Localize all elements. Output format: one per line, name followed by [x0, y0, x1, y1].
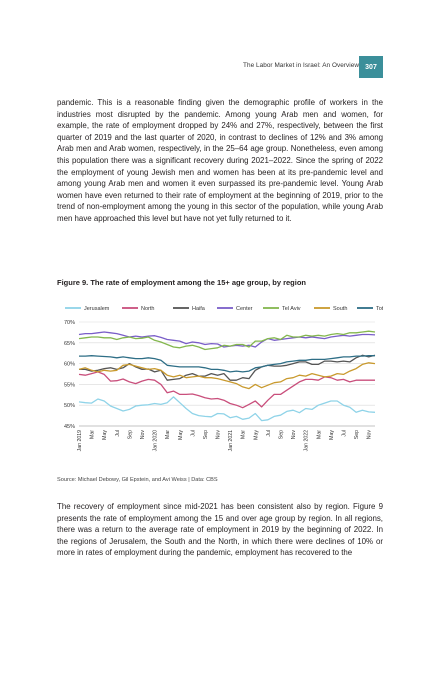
- legend-label-north: North: [141, 306, 154, 312]
- x-tick-label: Jan 2020: [153, 430, 159, 451]
- page-number: 307: [359, 56, 383, 78]
- body-paragraph-top: pandemic. This is a reasonable finding g…: [57, 98, 383, 223]
- x-tick-label: May: [102, 430, 108, 440]
- series-line-total: [79, 355, 375, 373]
- x-tick-label: Nov: [216, 430, 222, 440]
- body-paragraph-bottom: The recovery of employment since mid-202…: [57, 502, 383, 558]
- figure-title: Figure 9. The rate of employment among t…: [57, 278, 307, 287]
- legend-label-total: Total: [376, 306, 383, 312]
- series-line-jerusalem: [78, 396, 376, 422]
- x-tick-label: May: [178, 430, 184, 440]
- y-tick-label: 50%: [64, 403, 75, 409]
- x-tick-label: Nov: [367, 430, 373, 440]
- x-tick-label: Nov: [291, 430, 297, 440]
- running-head: The Labor Market in Israel: An Overview: [243, 62, 359, 69]
- x-tick-label: Mar: [316, 430, 322, 439]
- legend-label-tel-aviv: Tel Aviv: [282, 306, 301, 312]
- y-tick-label: 60%: [64, 362, 75, 368]
- x-tick-label: Jul: [266, 430, 272, 437]
- x-tick-label: Sep: [279, 430, 285, 439]
- x-tick-label: Jul: [342, 430, 348, 437]
- legend-label-center: Center: [236, 306, 253, 312]
- x-tick-label: Jul: [115, 430, 121, 437]
- legend-label-south: South: [333, 306, 347, 312]
- x-tick-label: Sep: [203, 430, 209, 439]
- series-line-south: [78, 362, 376, 390]
- x-tick-label: Nov: [140, 430, 146, 440]
- x-tick-label: Jul: [190, 430, 196, 437]
- x-tick-label: May: [329, 430, 335, 440]
- x-tick-label: Jan 2019: [77, 430, 83, 451]
- figure-source: Source: Michael Debowy, Gil Epstein, and…: [57, 477, 218, 483]
- x-tick-label: Mar: [165, 430, 171, 439]
- x-tick-label: Jan 2022: [304, 430, 310, 451]
- legend-label-haifa: Haifa: [192, 306, 206, 312]
- y-tick-label: 70%: [64, 320, 75, 326]
- y-tick-label: 45%: [64, 424, 75, 430]
- x-tick-label: May: [253, 430, 259, 440]
- y-tick-label: 65%: [64, 341, 75, 347]
- x-tick-label: Sep: [127, 430, 133, 439]
- x-tick-label: Mar: [90, 430, 96, 439]
- x-tick-label: Sep: [354, 430, 360, 439]
- y-tick-label: 55%: [64, 382, 75, 388]
- employment-line-chart: Jerusalem North Haifa Center Tel Aviv South To…: [64, 306, 383, 451]
- legend-label-jerusalem: Jerusalem: [84, 306, 110, 312]
- series-line-tel-aviv: [78, 330, 376, 351]
- x-tick-label: Mar: [241, 430, 247, 439]
- x-tick-label: Jan 2021: [228, 430, 234, 451]
